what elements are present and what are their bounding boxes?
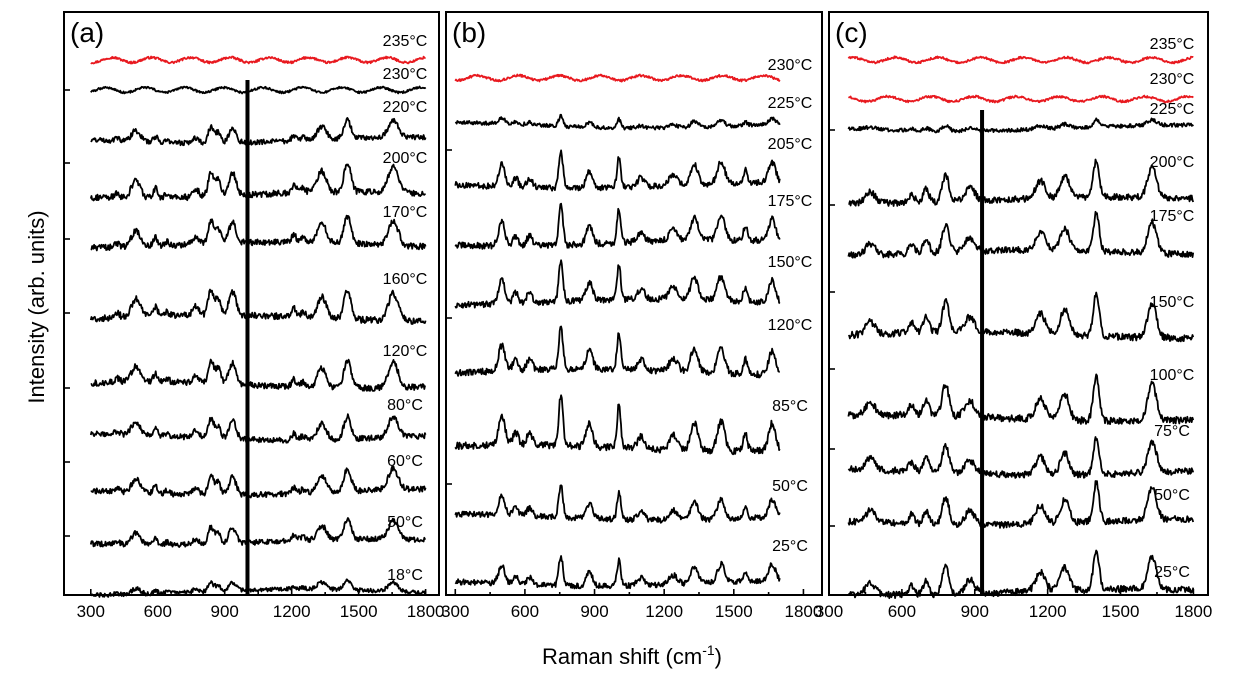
x-tick-label: 1800 [407,602,445,621]
x-axis-label-close: ) [715,644,722,669]
series-line-80°C [89,413,427,444]
series-label: 230°C [768,57,813,74]
series-label: 160°C [383,271,428,288]
series-line-50°C [847,480,1195,529]
series-line-50°C [454,484,781,524]
y-axis-label: Intensity (arb. units) [24,210,49,403]
series-label: 235°C [383,33,428,50]
series-label: 100°C [1150,367,1195,384]
series-line-100°C [847,373,1195,425]
series-label: 150°C [1150,294,1195,311]
panel-frame [828,11,1209,596]
series-line-170°C [90,214,427,252]
series-line-150°C [847,291,1195,343]
series-line-235°C [847,55,1194,65]
x-tick-label: 600 [144,602,172,621]
series-label: 220°C [383,99,428,116]
series-label: 120°C [383,343,428,360]
series-label: 150°C [768,254,813,271]
series-line-200°C [89,163,426,202]
series-label: 200°C [1150,154,1195,171]
series-label: 205°C [768,136,813,153]
series-line-175°C [847,210,1195,259]
x-tick-label: 300 [441,602,469,621]
series-label: 120°C [768,317,813,334]
panel-a: (a) 300 600 900 1200 1500 1800 235°C 230°C 220°C 2… [63,11,445,621]
x-tick-label: 300 [77,602,105,621]
series-line-60°C [90,465,427,499]
series-line-75°C [847,436,1195,479]
panel-c: (c) 300 600 900 1200 1500 1800 235°C 230°C 225°C 2… [815,11,1213,621]
series-label: 75°C [1154,423,1190,440]
series-label: 230°C [1150,71,1195,88]
x-tick-label: 1200 [273,602,311,621]
series-line-18°C [90,578,427,598]
x-tick-label: 900 [580,602,608,621]
series-label: 85°C [772,398,808,415]
series-line-200°C [848,158,1195,207]
series-label: 225°C [1150,101,1195,118]
x-tick-label: 900 [961,602,989,621]
series-line-150°C [454,259,781,309]
series-label: 50°C [1154,487,1190,504]
series-label: 230°C [383,66,428,83]
series-line-235°C [90,55,426,65]
series-line-85°C [454,394,781,456]
series-label: 50°C [772,478,808,495]
x-tick-label: 600 [511,602,539,621]
series-label: 18°C [387,567,423,584]
x-tick-label: 1200 [1029,602,1067,621]
series-line-220°C [90,117,427,147]
x-tick-label: 1800 [785,602,823,621]
series-line-175°C [454,202,781,250]
series-line-160°C [89,288,427,325]
series-label: 80°C [387,397,423,414]
x-tick-label: 1500 [1102,602,1140,621]
x-axis-label-superscript: -1 [702,642,715,658]
series-line-25°C [847,549,1195,600]
x-axis-label: Raman shift (cm-1) [542,642,722,669]
panel-label: (b) [452,17,486,48]
series-line-120°C [90,358,426,392]
panel-frame [63,11,440,596]
x-tick-label: 1500 [715,602,753,621]
x-tick-label: 900 [211,602,239,621]
series-line-230°C [90,85,427,95]
series-line-230°C [454,73,781,83]
series-line-225°C [847,117,1194,134]
series-label: 175°C [1150,208,1195,225]
series-line-230°C [848,94,1194,104]
x-tick-label: 600 [888,602,916,621]
series-line-50°C [89,517,427,548]
x-tick-label: 1800 [1175,602,1213,621]
x-tick-label: 1200 [645,602,683,621]
series-line-225°C [454,113,781,131]
series-line-120°C [454,325,781,379]
panel-label: (c) [835,17,868,48]
panel-label: (a) [70,17,104,48]
series-line-205°C [454,149,781,192]
series-label: 175°C [768,193,813,210]
x-axis-label-text: Raman shift (cm [542,644,702,669]
panel-b: (b) 300 600 900 1200 1500 1800 230°C 225°C 205°C 1… [441,11,823,621]
series-label: 25°C [772,538,808,555]
panel-frame [445,11,823,596]
series-label: 200°C [383,150,428,167]
series-label: 170°C [383,204,428,221]
series-label: 60°C [387,453,423,470]
series-line-25°C [454,555,781,590]
x-tick-label: 300 [815,602,843,621]
series-label: 50°C [387,514,423,531]
series-label: 235°C [1150,36,1195,53]
series-label: 225°C [768,95,813,112]
series-label: 25°C [1154,564,1190,581]
x-tick-label: 1500 [340,602,378,621]
